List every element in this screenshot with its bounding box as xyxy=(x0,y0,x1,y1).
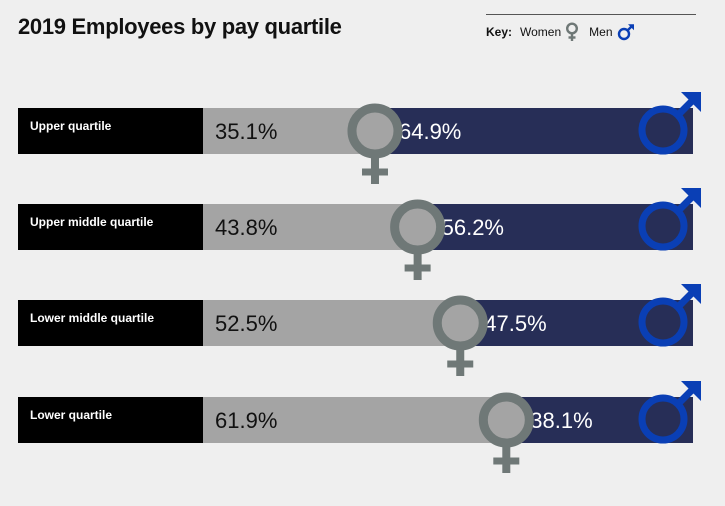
female-symbol-icon xyxy=(390,199,446,280)
men-value-label: 56.2% xyxy=(442,215,504,240)
male-symbol-icon xyxy=(638,381,701,444)
men-value-label: 38.1% xyxy=(530,408,592,433)
female-symbol-icon xyxy=(432,295,488,376)
legend: Key: Women Men xyxy=(486,14,696,42)
female-symbol-icon xyxy=(347,103,403,184)
female-symbol-icon xyxy=(478,392,534,473)
women-value-label: 43.8% xyxy=(215,215,277,240)
male-symbol-icon xyxy=(638,188,701,251)
legend-men-label: Men xyxy=(589,25,613,39)
legend-label: Key: xyxy=(486,25,513,39)
legend-item-men: Men xyxy=(589,23,634,41)
quartile-label-box xyxy=(18,108,203,154)
quartile-row: Lower quartile 61.9% 38.1% xyxy=(18,381,701,473)
women-bar xyxy=(203,397,507,443)
chart-title: 2019 Employees by pay quartile xyxy=(18,14,342,39)
quartile-row: Upper quartile 35.1% 64.9% xyxy=(18,92,701,184)
women-value-label: 61.9% xyxy=(215,408,277,433)
women-bar xyxy=(203,204,418,250)
legend-women-label: Women xyxy=(520,25,562,39)
men-value-label: 47.5% xyxy=(484,311,546,336)
quartile-label: Upper middle quartile xyxy=(30,215,154,229)
quartile-label: Lower middle quartile xyxy=(30,311,154,325)
quartile-label-box xyxy=(18,204,203,250)
male-symbol-icon xyxy=(638,284,701,347)
quartile-label-box xyxy=(18,397,203,443)
women-value-label: 35.1% xyxy=(215,119,277,144)
women-bar xyxy=(203,300,461,346)
female-symbol-icon xyxy=(566,22,579,41)
quartile-row: Lower middle quartile 52.5% 47.5% xyxy=(18,284,701,376)
women-value-label: 52.5% xyxy=(215,311,277,336)
men-value-label: 64.9% xyxy=(399,119,461,144)
legend-item-women: Women xyxy=(520,22,579,42)
quartile-label-box xyxy=(18,300,203,346)
male-symbol-icon xyxy=(617,24,634,41)
quartile-label: Upper quartile xyxy=(30,119,112,133)
male-symbol-icon xyxy=(638,92,701,155)
women-bar xyxy=(203,108,375,154)
quartile-label: Lower quartile xyxy=(30,408,112,422)
quartile-row: Upper middle quartile 43.8% 56.2% xyxy=(18,188,701,280)
